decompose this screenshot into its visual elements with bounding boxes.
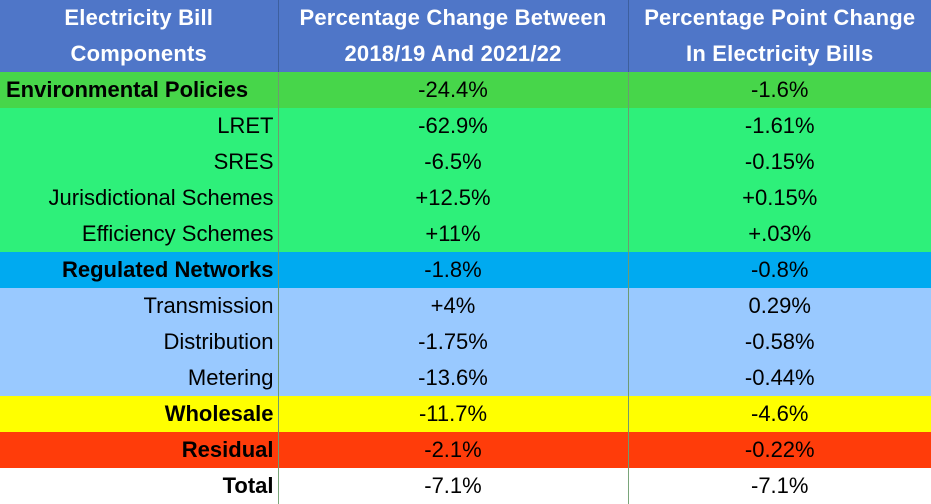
percentage-point-cell: 0.29% [748, 293, 811, 318]
percentage-change-cell: -7.1% [278, 468, 629, 504]
row-label: LRET [0, 108, 279, 144]
header-row: Electricity Bill Components Percentage C… [0, 0, 931, 72]
percentage-change-cell: -6.5% [278, 144, 629, 180]
row-label: SRES [0, 144, 279, 180]
percentage-point-cell: +.03% [748, 221, 812, 246]
percentage-change-cell: -11.7% [278, 396, 629, 432]
table-row: Distribution -1.75% -0.58% [0, 324, 931, 360]
row-label: Efficiency Schemes [0, 216, 279, 252]
percentage-change-cell: +12.5% [278, 180, 629, 216]
column-header-components: Electricity Bill Components [0, 0, 279, 72]
row-label: Environmental Policies [0, 72, 279, 108]
percentage-point-cell: -7.1% [751, 473, 809, 498]
table-row: Efficiency Schemes +11% +.03% [0, 216, 931, 252]
column-header-percentage-point-change: Percentage Point Change In Electricity B… [628, 0, 931, 72]
row-label: Metering [0, 360, 279, 396]
percentage-change-cell: -13.6% [278, 360, 629, 396]
percentage-point-cell: +0.15% [742, 185, 818, 210]
percentage-point-cell: -0.44% [744, 365, 815, 390]
percentage-change-cell: -1.75% [278, 324, 629, 360]
row-label: Regulated Networks [0, 252, 279, 288]
row-label: Jurisdictional Schemes [0, 180, 279, 216]
percentage-change-cell: +11% [278, 216, 629, 252]
percentage-change-cell: -62.9% [278, 108, 629, 144]
table-row: Wholesale -11.7% -4.6% [0, 396, 931, 432]
percentage-change-cell: -24.4% [278, 72, 629, 108]
table-row: Metering -13.6% -0.44% [0, 360, 931, 396]
percentage-point-cell: -0.15% [744, 149, 815, 174]
table-row: Environmental Policies -24.4% -1.6% [0, 72, 931, 108]
row-label: Wholesale [0, 396, 279, 432]
percentage-point-cell: -0.22% [744, 437, 815, 462]
percentage-change-cell: +4% [278, 288, 629, 324]
row-label: Transmission [0, 288, 279, 324]
row-label: Distribution [0, 324, 279, 360]
percentage-point-cell: -4.6% [751, 401, 809, 426]
percentage-point-cell: -1.61% [744, 113, 815, 138]
percentage-point-cell: -0.8% [751, 257, 809, 282]
percentage-point-cell: -0.58% [744, 329, 815, 354]
row-label: Total [0, 468, 279, 504]
table-row: Transmission +4% 0.29% [0, 288, 931, 324]
table-row: Regulated Networks -1.8% -0.8% [0, 252, 931, 288]
column-header-percentage-change: Percentage Change Between 2018/19 And 20… [278, 0, 629, 72]
percentage-change-cell: -2.1% [278, 432, 629, 468]
table-row: Residual -2.1% -0.22% [0, 432, 931, 468]
percentage-change-cell: -1.8% [278, 252, 629, 288]
table-row: Jurisdictional Schemes +12.5% +0.15% [0, 180, 931, 216]
percentage-point-cell: -1.6% [751, 77, 809, 102]
table-row: LRET -62.9% -1.61% [0, 108, 931, 144]
table-row: Total -7.1% -7.1% [0, 468, 931, 504]
row-label: Residual [0, 432, 279, 468]
table-row: SRES -6.5% -0.15% [0, 144, 931, 180]
